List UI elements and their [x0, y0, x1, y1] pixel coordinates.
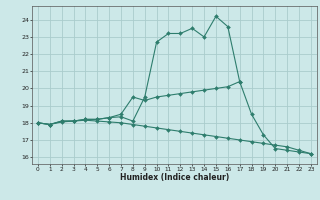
- X-axis label: Humidex (Indice chaleur): Humidex (Indice chaleur): [120, 173, 229, 182]
